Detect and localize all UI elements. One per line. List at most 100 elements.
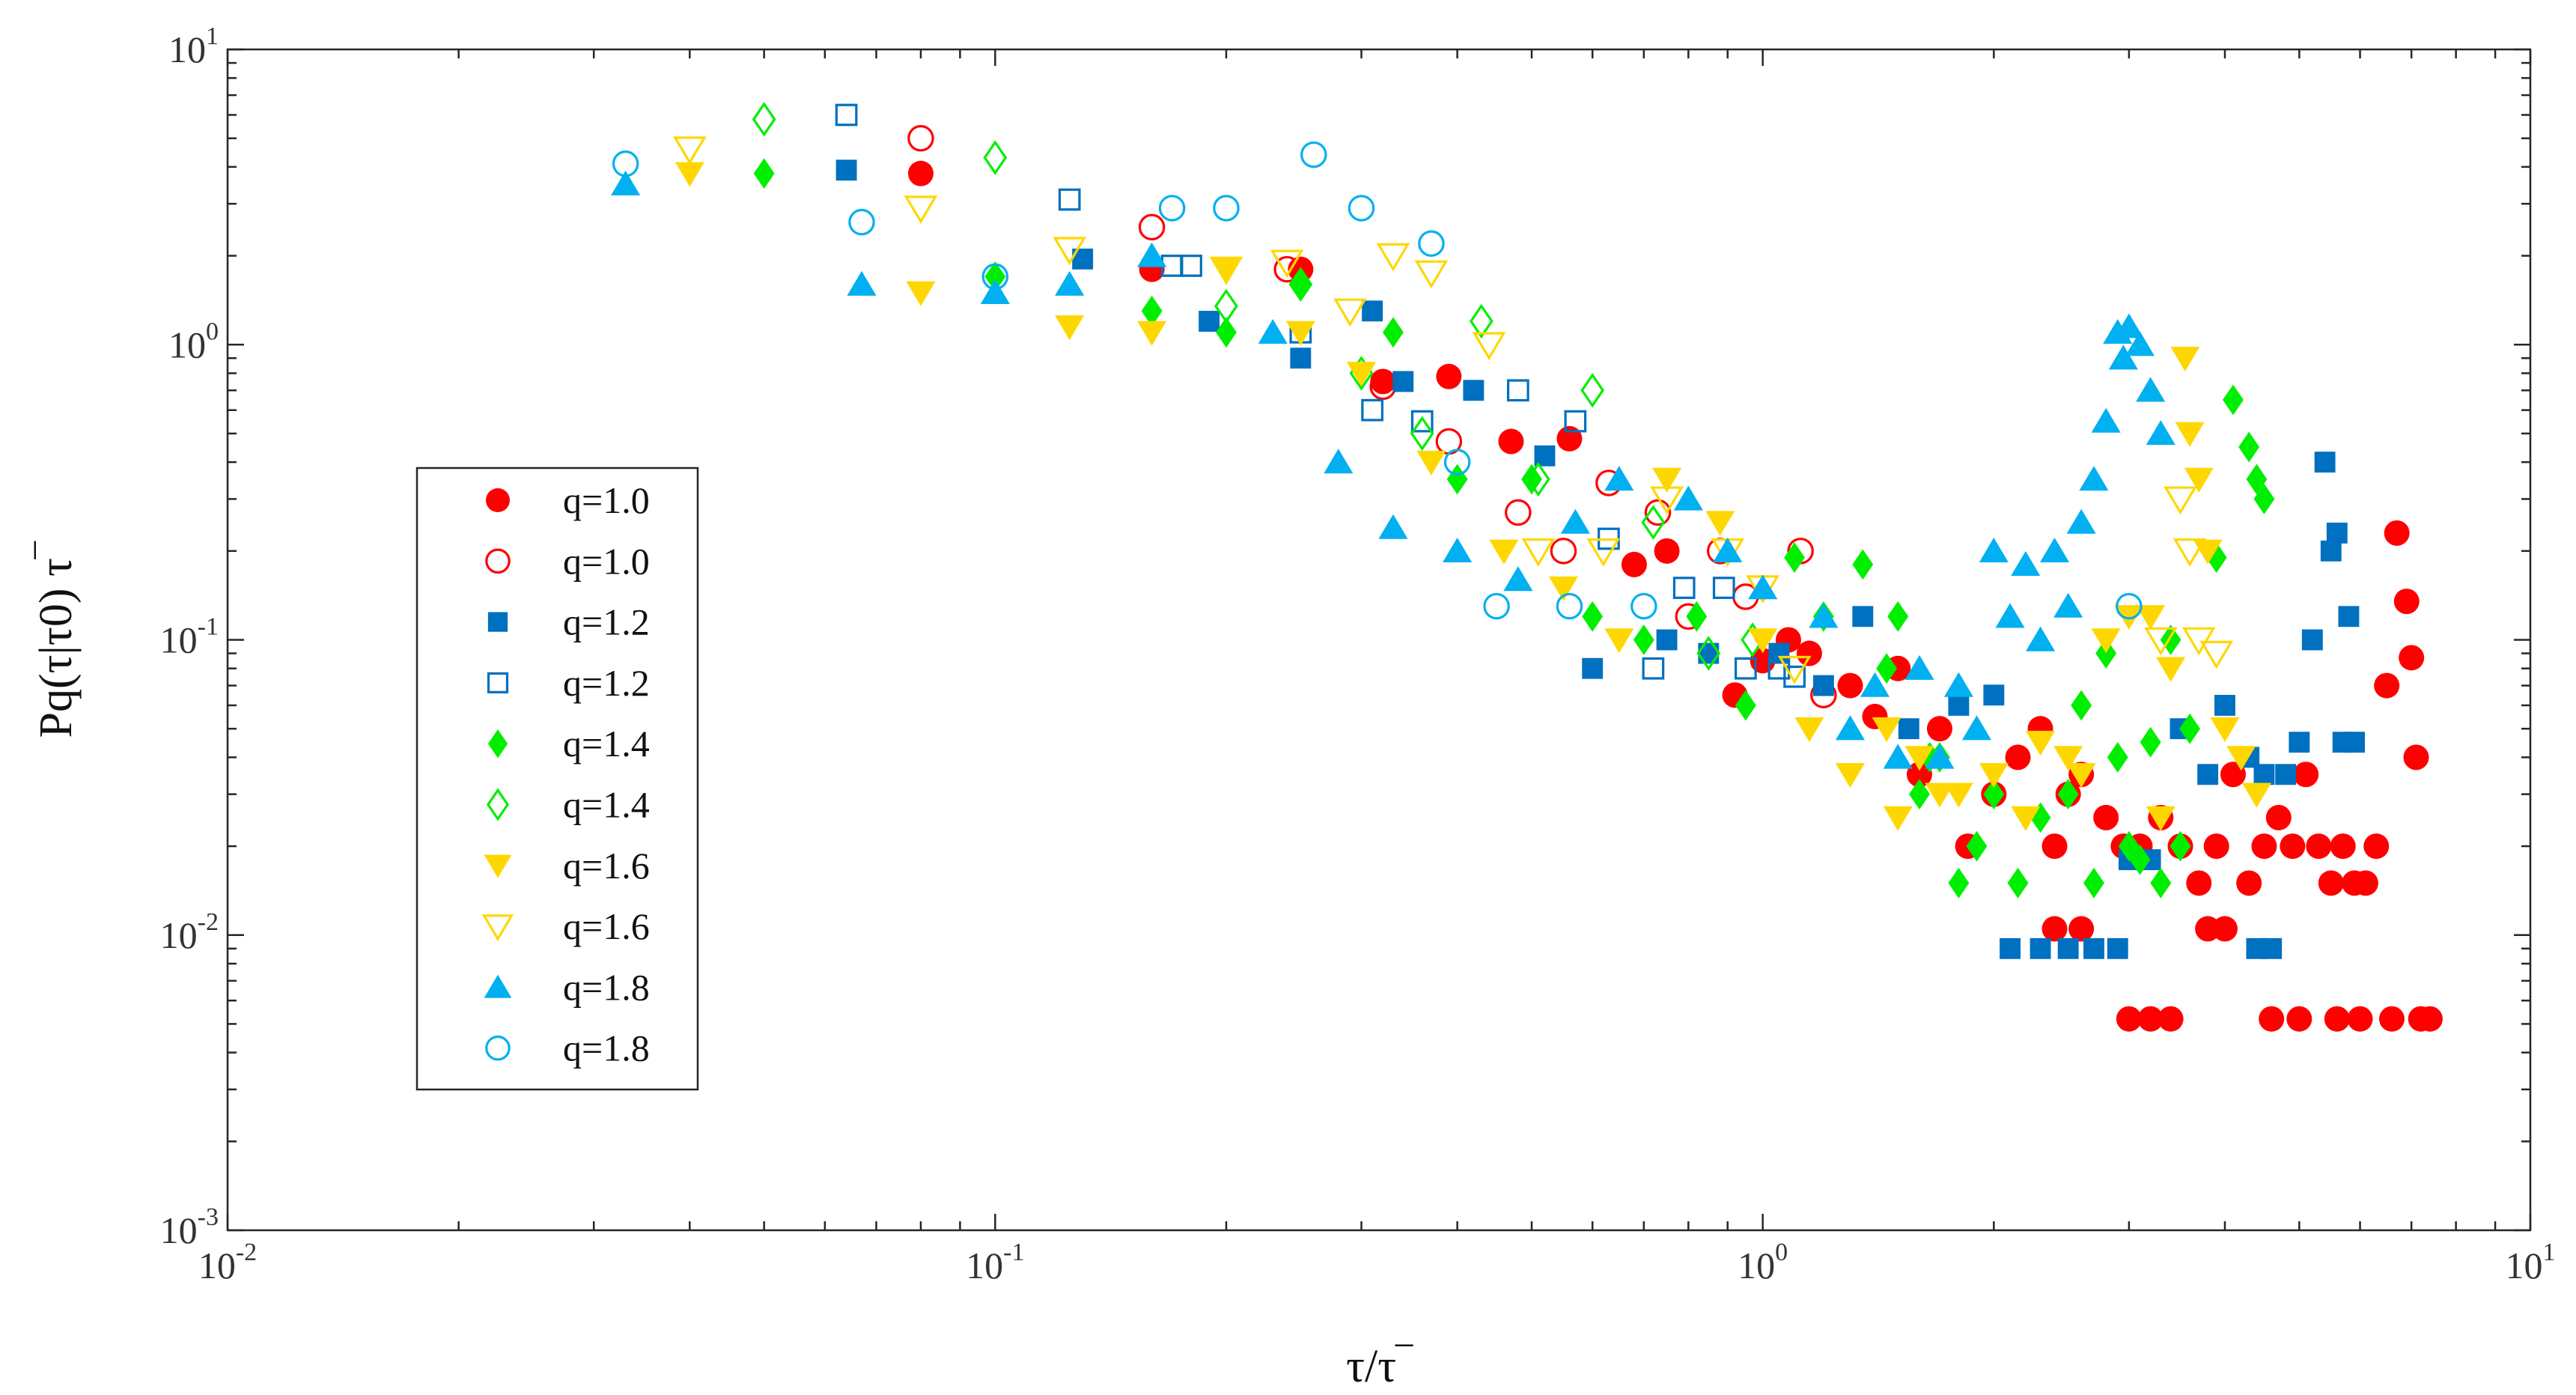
data-point (1058, 188, 1081, 211)
legend-marker (486, 788, 510, 821)
data-point (904, 195, 938, 224)
series-0 (907, 160, 2443, 1032)
data-point (1876, 653, 1898, 684)
data-point (2041, 916, 2068, 942)
data-point (1416, 451, 1446, 475)
data-point (1376, 243, 1410, 272)
data-point (2330, 833, 2356, 860)
data-point (2203, 833, 2229, 860)
data-point (983, 140, 1008, 175)
data-point (1209, 256, 1243, 285)
data-point (1586, 538, 1621, 567)
data-point (984, 261, 1006, 292)
data-point (2091, 628, 2121, 654)
legend-marker (487, 612, 508, 632)
data-point (1503, 566, 1533, 592)
legend-label: q=1.6 (563, 845, 650, 887)
data-point (1656, 629, 1678, 651)
data-point (2186, 870, 2212, 896)
data-point (1698, 642, 1720, 664)
data-point (1943, 782, 1973, 808)
legend-label: q=1.8 (563, 966, 650, 1008)
tick-label: 101 (2506, 1239, 2556, 1286)
data-point (2129, 844, 2151, 875)
tick-label: 10-1 (966, 1239, 1024, 1286)
data-point (2057, 937, 2079, 959)
data-point (1055, 315, 1085, 341)
data-point (2318, 870, 2344, 896)
data-point (2378, 1006, 2405, 1032)
data-point (2214, 695, 2235, 716)
legend: q=1.0 q=1.0 q=1.2 q=1.2 q=1.4 q=1.4 q=1.6 q=1.6… (415, 466, 699, 1091)
data-point (2107, 937, 2128, 959)
data-point (1137, 320, 1167, 346)
data-point (1887, 601, 1909, 632)
data-point (2253, 484, 2275, 514)
data-point (1630, 592, 1657, 620)
data-point (1138, 213, 1166, 241)
data-point (1794, 717, 1824, 742)
tick-label: 100 (1738, 1239, 1788, 1286)
legend-marker (484, 854, 512, 878)
data-point (1348, 195, 1375, 222)
data-point (1506, 379, 1529, 402)
data-point (1852, 549, 1874, 580)
data-point (1983, 684, 2005, 706)
legend-marker (484, 974, 512, 998)
data-point (1370, 368, 1396, 395)
tick-label: 10-2 (160, 908, 219, 956)
data-point (1489, 539, 1519, 565)
data-point (1943, 672, 1973, 697)
data-point (1347, 362, 1377, 387)
data-point (1748, 628, 1778, 654)
data-point (2238, 431, 2260, 463)
data-point (1650, 486, 1684, 515)
data-point (907, 124, 934, 152)
data-point (2314, 452, 2336, 473)
data-point (1983, 779, 2005, 809)
data-point (1735, 690, 1756, 721)
data-point (1383, 317, 1404, 348)
data-point (2040, 538, 2070, 562)
data-point (2150, 867, 2172, 899)
data-point (1948, 867, 1970, 899)
data-point (1378, 514, 1408, 539)
data-point (2140, 726, 2161, 758)
legend-marker (485, 1035, 511, 1061)
data-point (1505, 499, 1532, 526)
data-point (1995, 603, 2025, 628)
data-point (1641, 505, 1666, 540)
data-point (1199, 311, 1220, 332)
data-point (1410, 410, 1434, 433)
data-point (2175, 422, 2205, 447)
data-point (2095, 638, 2117, 669)
data-point (2158, 1006, 2184, 1032)
data-point (2236, 870, 2262, 896)
data-point (2223, 384, 2244, 416)
data-point (2253, 764, 2275, 785)
data-point (2053, 592, 2083, 618)
data-point (1446, 464, 1468, 495)
data-point (907, 160, 934, 186)
data-point (2179, 713, 2200, 744)
data-point (2280, 833, 2306, 860)
data-point (1324, 449, 1354, 474)
series-6 (675, 162, 2271, 831)
data-point (2079, 466, 2109, 491)
data-point (1961, 715, 1991, 741)
data-point (980, 279, 1010, 304)
data-point (2403, 744, 2429, 771)
data-point (2169, 830, 2191, 862)
tick-label: 10-2 (198, 1239, 257, 1286)
data-point (1712, 577, 1735, 599)
legend-label: q=1.0 (563, 479, 650, 521)
legend-marker (487, 729, 508, 759)
data-point (2136, 605, 2166, 630)
data-point (2156, 657, 2186, 682)
data-point (1483, 592, 1510, 620)
data-point (1300, 141, 1327, 168)
data-point (1214, 288, 1238, 324)
data-point (1270, 249, 1304, 279)
data-point (1053, 237, 1086, 266)
